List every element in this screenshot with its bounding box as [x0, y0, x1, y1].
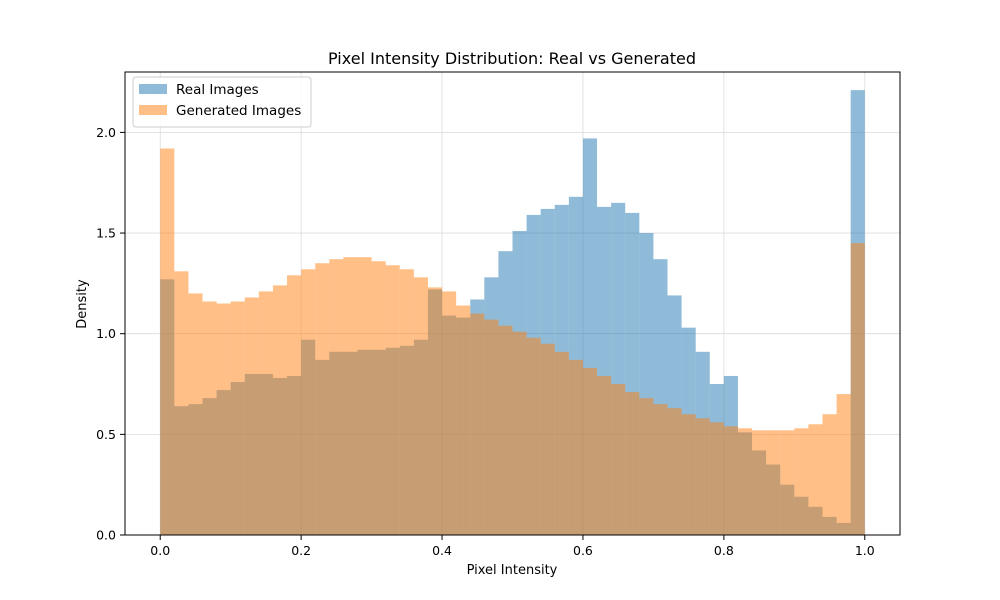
bar-series-1-bin-47: [822, 414, 837, 535]
bar-series-1-bin-36: [667, 408, 682, 535]
bar-series-1-bin-18: [413, 277, 428, 535]
y-tick-label-3: 1.5: [96, 226, 116, 241]
y-tick-label-2: 1.0: [96, 326, 116, 341]
bar-series-1-bin-1: [174, 271, 189, 535]
bar-series-1-bin-13: [343, 257, 358, 535]
bar-series-1-bin-46: [808, 424, 823, 535]
bar-series-1-bin-14: [357, 257, 372, 535]
legend-swatch-real: [139, 84, 167, 94]
bar-series-1-bin-9: [287, 275, 302, 535]
bar-series-1-bin-27: [540, 343, 555, 535]
histogram-bars: [160, 90, 865, 536]
bar-series-1-bin-4: [216, 303, 231, 535]
y-axis: 0.0 0.5 1.0 1.5 2.0: [96, 125, 125, 543]
bar-series-1-bin-11: [315, 263, 330, 535]
bar-series-1-bin-25: [512, 331, 527, 535]
bar-series-1-bin-44: [780, 430, 795, 535]
bar-series-1-bin-17: [399, 269, 414, 535]
x-tick-label-3: 0.6: [573, 543, 593, 558]
bar-series-1-bin-24: [498, 325, 513, 535]
bar-series-1-bin-16: [385, 265, 400, 535]
bar-series-1-bin-7: [258, 291, 273, 535]
y-tick-label-4: 2.0: [96, 125, 116, 140]
bar-series-1-bin-33: [625, 392, 640, 535]
bar-series-1-bin-38: [695, 418, 710, 535]
bar-series-1-bin-32: [611, 384, 626, 535]
chart-title: Pixel Intensity Distribution: Real vs Ge…: [328, 49, 696, 68]
bar-series-1-bin-15: [371, 261, 386, 535]
bar-series-1-bin-41: [737, 428, 753, 535]
bar-series-1-bin-5: [230, 301, 245, 535]
legend-swatch-generated: [139, 105, 167, 115]
bar-series-1-bin-43: [766, 430, 781, 535]
bar-series-1-bin-30: [582, 367, 598, 535]
plot-area: 0.0 0.2 0.4 0.6 0.8 1.0 0.0 0.5 1.0 1.5 2.0: [96, 71, 901, 558]
bar-series-1-bin-29: [568, 359, 583, 535]
legend: Real Images Generated Images: [132, 76, 312, 128]
bar-series-1-bin-42: [752, 430, 767, 535]
bar-series-1-bin-34: [639, 398, 654, 535]
x-axis: 0.0 0.2 0.4 0.6 0.8 1.0: [150, 535, 875, 558]
bar-series-1-bin-23: [484, 319, 499, 535]
bar-series-1-bin-35: [653, 404, 668, 535]
bar-series-1-bin-28: [554, 351, 569, 535]
bar-series-1-bin-19: [427, 287, 443, 535]
y-axis-label: Density: [75, 279, 90, 329]
series-1-bars: [160, 148, 865, 535]
bar-series-1-bin-40: [723, 426, 738, 535]
bar-series-1-bin-45: [794, 428, 809, 535]
bar-series-1-bin-37: [681, 414, 696, 535]
bar-series-1-bin-21: [456, 305, 471, 535]
bar-series-1-bin-48: [836, 394, 851, 535]
bar-series-1-bin-20: [442, 291, 457, 535]
x-tick-label-0: 0.0: [150, 543, 170, 558]
x-tick-label-1: 0.2: [291, 543, 311, 558]
legend-label-real: Real Images: [176, 82, 259, 98]
bar-series-1-bin-26: [526, 337, 541, 535]
x-tick-label-4: 0.8: [714, 543, 734, 558]
bar-series-1-bin-12: [329, 259, 344, 535]
legend-label-generated: Generated Images: [176, 103, 301, 119]
x-tick-label-5: 1.0: [855, 543, 875, 558]
bar-series-1-bin-22: [470, 313, 485, 535]
bar-series-1-bin-10: [301, 269, 316, 535]
bar-series-1-bin-3: [202, 301, 217, 535]
bar-series-1-bin-2: [188, 293, 203, 535]
y-tick-label-0: 0.0: [96, 528, 116, 543]
bar-series-1-bin-31: [597, 375, 612, 535]
bar-series-1-bin-8: [272, 285, 288, 535]
bar-series-1-bin-39: [709, 422, 724, 535]
x-axis-label: Pixel Intensity: [467, 563, 558, 578]
legend-box: [132, 76, 312, 128]
bar-series-1-bin-49: [850, 243, 865, 535]
axes-frame: [124, 71, 901, 536]
bar-series-1-bin-6: [244, 297, 259, 535]
y-tick-label-1: 0.5: [96, 427, 116, 442]
bar-series-1-bin-0: [160, 148, 175, 535]
x-tick-label-2: 0.4: [432, 543, 452, 558]
